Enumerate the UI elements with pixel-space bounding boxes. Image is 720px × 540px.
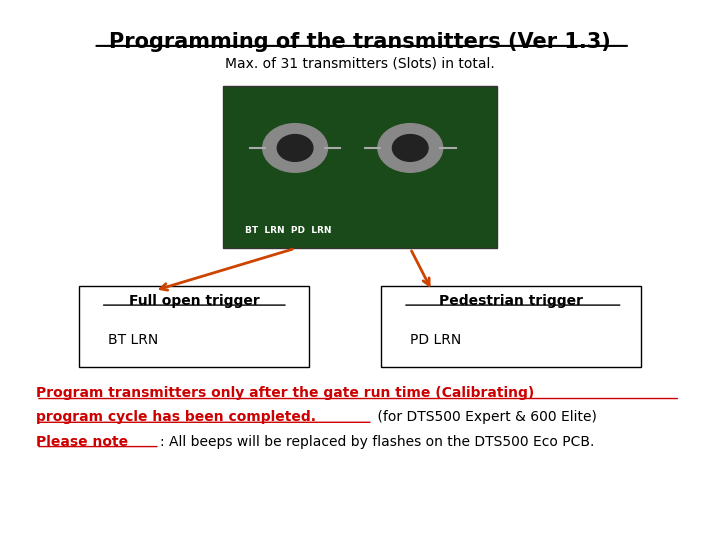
FancyBboxPatch shape xyxy=(223,86,497,248)
Text: Program transmitters only after the gate run time (Calibrating): Program transmitters only after the gate… xyxy=(36,386,534,400)
Circle shape xyxy=(277,134,313,161)
Text: BT  LRN  PD  LRN: BT LRN PD LRN xyxy=(245,226,331,235)
Circle shape xyxy=(263,124,328,172)
Text: BT LRN: BT LRN xyxy=(108,333,158,347)
Circle shape xyxy=(378,124,443,172)
Text: (for DTS500 Expert & 600 Elite): (for DTS500 Expert & 600 Elite) xyxy=(373,410,597,424)
Text: Pedestrian trigger: Pedestrian trigger xyxy=(439,294,583,308)
Text: Please note: Please note xyxy=(36,435,128,449)
Circle shape xyxy=(392,134,428,161)
Text: PD LRN: PD LRN xyxy=(410,333,462,347)
FancyBboxPatch shape xyxy=(382,286,641,367)
FancyBboxPatch shape xyxy=(79,286,310,367)
Text: : All beeps will be replaced by flashes on the DTS500 Eco PCB.: : All beeps will be replaced by flashes … xyxy=(160,435,594,449)
Text: Full open trigger: Full open trigger xyxy=(129,294,260,308)
Text: Programming of the transmitters (Ver 1.3): Programming of the transmitters (Ver 1.3… xyxy=(109,32,611,52)
Text: program cycle has been completed.: program cycle has been completed. xyxy=(36,410,316,424)
Text: Max. of 31 transmitters (Slots) in total.: Max. of 31 transmitters (Slots) in total… xyxy=(225,57,495,71)
